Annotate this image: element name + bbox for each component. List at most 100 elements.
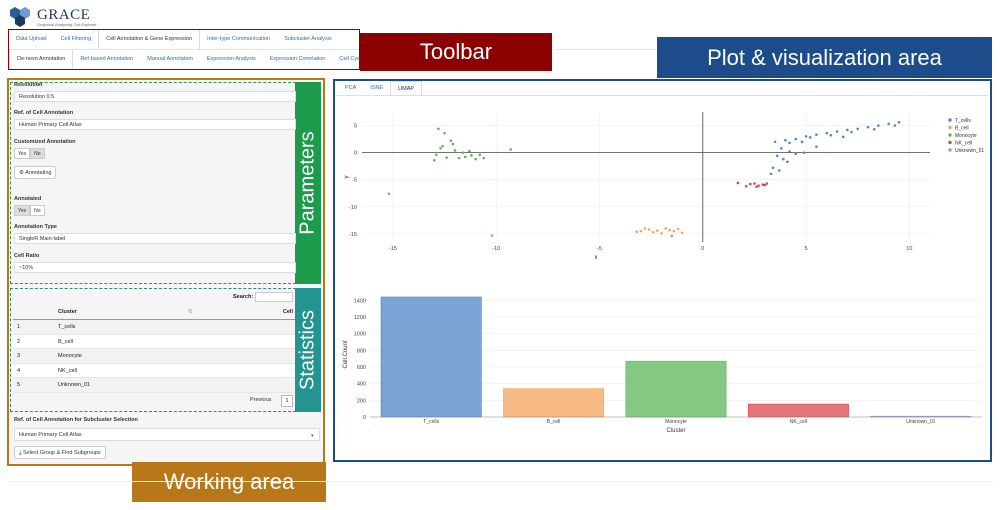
legend-label[interactable]: T_cells xyxy=(955,118,971,124)
pager-previous[interactable]: Previous xyxy=(250,397,272,403)
header-cluster[interactable]: Cluster xyxy=(58,309,77,315)
search-input[interactable] xyxy=(255,292,293,302)
scatter-point xyxy=(757,184,760,187)
cell-count-bar-chart[interactable]: 0 200 400 600 800 1000 1200 1400 T_cells B_cell Mo… xyxy=(343,296,982,434)
scatter-point xyxy=(443,131,446,135)
scatter-point xyxy=(835,130,839,133)
y-tick-label: 1200 xyxy=(354,315,366,321)
scatter-point xyxy=(784,138,787,142)
scatter-point xyxy=(897,120,901,124)
annotating-button[interactable]: ⚙ Annotating xyxy=(14,166,57,179)
scatter-point xyxy=(866,125,870,129)
annotation-type-select[interactable]: SingleR Main-label xyxy=(14,233,296,244)
row-index: 1 xyxy=(17,324,21,330)
row-index: 3 xyxy=(17,353,21,359)
header-cell[interactable]: Cell xyxy=(282,309,293,315)
tab-de-novo-annotation[interactable]: De-novo Annotation xyxy=(9,49,74,69)
scatter-point xyxy=(672,229,676,233)
legend-label[interactable]: Monocyte xyxy=(955,133,977,139)
tab-ref-based-annotation[interactable]: Ref-based Annotation xyxy=(80,55,134,62)
scatter-point xyxy=(872,128,876,131)
customized-no-button[interactable]: No xyxy=(30,148,45,159)
x-tick-label: -5 xyxy=(597,246,602,252)
scatter-point xyxy=(769,172,773,176)
y-tick-label: 0 xyxy=(363,415,366,421)
tab-divider xyxy=(336,95,988,96)
scatter-point xyxy=(744,184,748,188)
y-tick-label: 1000 xyxy=(354,332,366,338)
resolution-select[interactable]: Resolution 0.5 xyxy=(14,91,296,102)
scatter-point xyxy=(676,227,680,231)
scatter-point xyxy=(680,231,684,235)
legend-label[interactable]: Unknown_01 xyxy=(955,148,984,154)
scatter-point xyxy=(749,182,752,186)
x-tick-label: 5 xyxy=(805,246,808,252)
subcluster-ref-select[interactable]: Human Primary Cell Atlas xyxy=(14,428,320,441)
annotation-type-label: Annotation Type xyxy=(14,224,57,230)
tab-pca[interactable]: PCA xyxy=(345,85,357,91)
scatter-point xyxy=(850,130,853,134)
umap-scatter[interactable]: 5 0 -5 -10 -15 -15 -10 -5 0 5 10 x y T_cells B_cellMon… xyxy=(344,112,984,261)
cell-ratio-select[interactable]: ~10% xyxy=(14,262,296,273)
x-axis-label: Cluster xyxy=(666,428,685,434)
download-icon: ⤓ xyxy=(19,450,23,456)
scatter-point xyxy=(771,166,775,170)
x-tick-label: Unknown_01 xyxy=(906,419,935,425)
scatter-point xyxy=(670,234,674,238)
y-tick-label: 1400 xyxy=(354,298,366,304)
ref-annotation-select[interactable]: Human Primary Cell Atlas xyxy=(14,119,296,130)
scatter-point xyxy=(788,141,791,145)
customized-yes-button[interactable]: Yes xyxy=(14,148,31,159)
bar-T_cells[interactable] xyxy=(380,296,482,418)
x-tick-label: 0 xyxy=(701,246,704,252)
gear-icon: ⚙ xyxy=(19,170,26,176)
tab-manual-annotation[interactable]: Manual Annotation xyxy=(147,55,193,62)
select-group-button-label: Select Group & Find Subgroups xyxy=(22,450,101,456)
annotated-yes-button[interactable]: Yes xyxy=(14,205,31,216)
scatter-point xyxy=(643,227,647,230)
scatter-point xyxy=(804,135,808,138)
pager-page[interactable]: 1 xyxy=(281,395,293,407)
scatter-point xyxy=(449,139,453,143)
scatter-point xyxy=(639,229,643,233)
scatter-point xyxy=(470,154,473,157)
legend-label[interactable]: NK_cell xyxy=(955,141,972,147)
legend-label[interactable]: B_cell xyxy=(955,126,969,132)
parameters-callout: Parameters xyxy=(295,82,321,284)
tab-cell-filtering[interactable]: Cell Filtering xyxy=(60,36,92,42)
statistics-table: Cluster ⇅ Cell 1 T_cells 2 B_cell 3 Monocyt… xyxy=(13,305,295,393)
tab-tsne[interactable]: tSNE xyxy=(370,85,384,91)
tab-data-upload[interactable]: Data Upload xyxy=(16,36,47,42)
tab-cell-annotation[interactable]: Cell Annotation & Gene Expression xyxy=(98,30,201,49)
row-cluster: Monocyte xyxy=(58,353,82,359)
tab-subcluster-analysis[interactable]: Subcluster Analysis xyxy=(284,36,332,42)
bar-NK_cell[interactable] xyxy=(747,403,849,418)
scatter-point xyxy=(775,154,779,158)
row-cluster: B_cell xyxy=(58,338,73,345)
scatter-point xyxy=(808,136,812,139)
scatter-point xyxy=(786,160,789,164)
select-group-button[interactable]: ⤓ Select Group & Find Subgroups xyxy=(14,446,106,459)
legend-marker xyxy=(948,148,952,152)
scatter-point xyxy=(753,182,756,185)
scatter-point xyxy=(441,144,444,148)
tab-expression-correlation[interactable]: Expression Correlation xyxy=(269,55,326,62)
legend-marker xyxy=(948,118,952,122)
x-tick-label: NK_cell xyxy=(790,419,807,425)
tab-umap[interactable]: UMAP xyxy=(390,81,423,95)
subcluster-ref-label: Ref. of Cell Annotation for Subcluster S… xyxy=(14,417,138,423)
sort-icon[interactable]: ⇅ xyxy=(188,309,193,315)
scatter-point xyxy=(457,156,461,160)
scatter-point xyxy=(736,181,740,185)
tab-expression-analysis[interactable]: Expression Analysis xyxy=(206,55,256,62)
x-tick-label: -15 xyxy=(389,246,397,252)
bar-Monocyte[interactable] xyxy=(625,360,727,418)
bar-B_cell[interactable] xyxy=(503,388,605,418)
scatter-point xyxy=(763,183,767,187)
tab-cell-cycle[interactable]: Cell Cycle xyxy=(339,55,365,62)
annotated-no-button[interactable]: No xyxy=(30,205,45,216)
chevron-down-icon[interactable]: ▾ xyxy=(311,433,314,439)
scatter-point xyxy=(451,142,455,146)
tab-inter-type-communication[interactable]: Inter-type Communication xyxy=(207,36,271,42)
